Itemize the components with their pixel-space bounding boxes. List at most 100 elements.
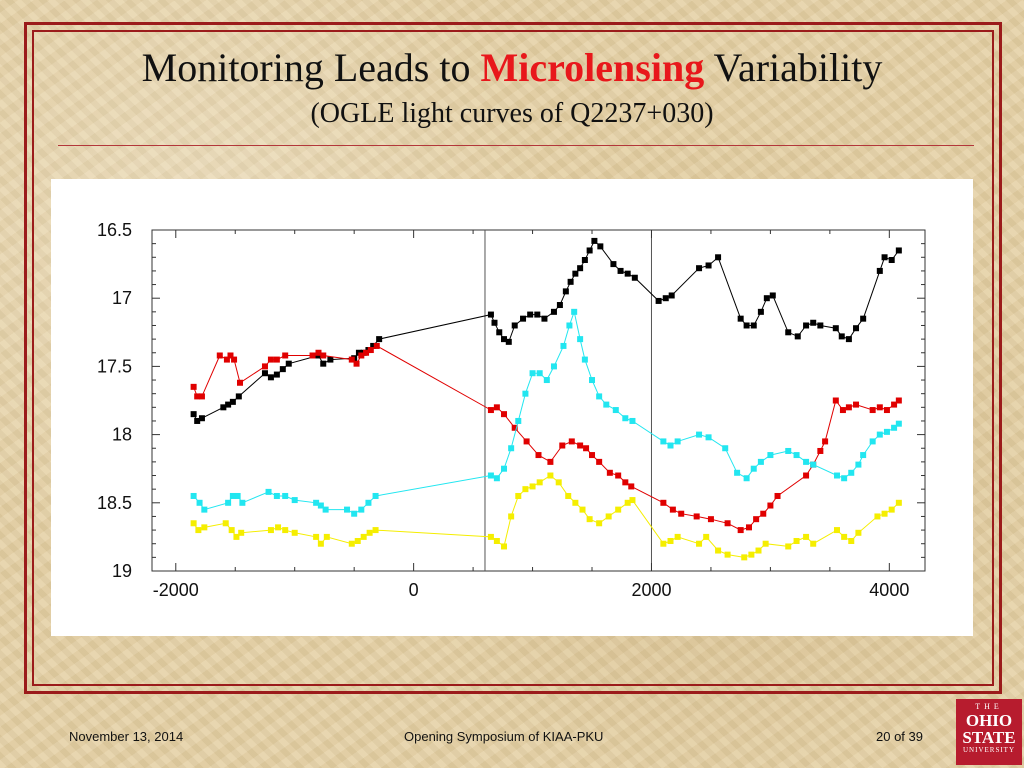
data-point-s0-30	[541, 315, 548, 322]
data-point-s3-34	[605, 513, 612, 520]
x-tick-label: 4000	[869, 580, 909, 600]
data-point-s2-51	[785, 447, 792, 454]
data-point-s2-34	[589, 377, 596, 384]
data-point-s3-41	[696, 540, 703, 547]
data-point-s1-3	[216, 352, 223, 359]
data-point-s2-6	[239, 499, 246, 506]
data-point-s0-29	[534, 311, 541, 318]
data-point-s2-12	[317, 502, 324, 509]
y-tick-label: 18.5	[97, 493, 132, 513]
data-point-s2-49	[757, 458, 764, 465]
data-point-s3-22	[508, 513, 515, 520]
data-point-s3-52	[810, 540, 817, 547]
data-point-s0-3	[220, 404, 227, 411]
data-point-s1-40	[678, 510, 685, 517]
data-point-s1-47	[760, 510, 767, 517]
data-point-s3-28	[555, 479, 562, 486]
data-point-s1-11	[282, 352, 289, 359]
data-point-s2-44	[705, 434, 712, 441]
data-point-s2-31	[571, 308, 578, 315]
series-line-3	[193, 474, 900, 558]
data-point-s1-62	[895, 397, 902, 404]
data-point-s2-47	[743, 475, 750, 482]
x-tick-label: -2000	[153, 580, 199, 600]
data-point-s0-40	[597, 243, 604, 250]
data-point-s2-26	[536, 370, 543, 377]
data-point-s1-29	[568, 438, 575, 445]
data-point-s3-11	[313, 533, 320, 540]
data-point-s0-38	[586, 247, 593, 254]
data-point-s1-31	[583, 445, 590, 452]
y-tick-label: 16.5	[97, 220, 132, 240]
data-point-s3-1	[195, 527, 202, 534]
data-point-s1-36	[622, 479, 629, 486]
data-point-s0-28	[527, 311, 534, 318]
slide-frame-outer	[24, 22, 1002, 694]
data-point-s2-57	[848, 469, 855, 476]
data-point-s1-35	[615, 472, 622, 479]
data-point-s0-13	[320, 360, 327, 367]
data-point-s1-59	[876, 404, 883, 411]
data-point-s3-12	[317, 540, 324, 547]
data-point-s2-33	[581, 356, 588, 363]
data-point-s3-9	[282, 527, 289, 534]
slide-subtitle: (OGLE light curves of Q2237+030)	[310, 98, 714, 129]
data-point-s0-59	[803, 322, 810, 329]
data-point-s2-40	[660, 438, 667, 445]
data-point-s3-17	[366, 529, 373, 536]
data-point-s0-2	[198, 415, 205, 422]
data-point-s3-37	[629, 497, 636, 504]
title-divider	[58, 145, 974, 146]
data-point-s0-62	[832, 325, 839, 332]
data-point-s2-61	[876, 431, 883, 438]
logo-line-university: UNIVERSITY	[963, 746, 1015, 754]
data-point-s2-45	[722, 445, 729, 452]
data-point-s0-0	[190, 411, 197, 418]
data-point-s2-1	[196, 499, 203, 506]
data-point-s0-42	[617, 267, 624, 274]
data-point-s0-23	[496, 329, 503, 336]
data-point-s2-43	[696, 431, 703, 438]
data-point-s1-10	[273, 356, 280, 363]
data-point-s1-52	[817, 447, 824, 454]
data-point-s1-0	[190, 383, 197, 390]
data-point-s3-14	[348, 540, 355, 547]
data-point-s3-8	[275, 524, 282, 531]
data-point-s2-5	[234, 492, 241, 499]
data-point-s0-36	[577, 265, 584, 272]
data-point-s2-10	[291, 497, 298, 504]
data-point-s3-50	[793, 537, 800, 544]
data-point-s2-3	[225, 499, 232, 506]
data-point-s3-24	[522, 486, 529, 493]
data-point-s3-30	[572, 499, 579, 506]
data-point-s2-56	[841, 475, 848, 482]
data-point-s1-30	[577, 442, 584, 449]
data-point-s3-46	[748, 551, 755, 558]
data-point-s3-20	[493, 537, 500, 544]
data-point-s3-3	[222, 520, 229, 527]
data-point-s0-70	[895, 247, 902, 254]
data-point-s0-44	[631, 274, 638, 281]
data-point-s2-62	[883, 428, 890, 435]
data-point-s2-24	[522, 390, 529, 397]
data-point-s0-14	[327, 356, 334, 363]
light-curve-chart: -2000 0 2000 4000 16.5 17 17.5 18 18.5 19	[97, 220, 926, 600]
data-point-s0-48	[696, 265, 703, 272]
plot-frame	[151, 229, 926, 572]
data-point-s3-57	[874, 513, 881, 520]
y-tick-label: 17.5	[97, 356, 132, 376]
data-point-s2-50	[767, 452, 774, 459]
data-point-s3-18	[372, 527, 379, 534]
data-point-s1-42	[707, 516, 714, 523]
data-point-s1-44	[737, 527, 744, 534]
data-point-s1-17	[358, 352, 365, 359]
data-point-s0-53	[750, 322, 757, 329]
data-point-s3-51	[803, 533, 810, 540]
data-point-s0-20	[376, 336, 383, 343]
data-point-s2-55	[833, 472, 840, 479]
data-point-s1-20	[373, 342, 380, 349]
series-line-2	[193, 309, 900, 515]
data-point-s2-54	[810, 461, 817, 468]
data-point-s0-8	[267, 374, 274, 381]
data-point-s0-22	[491, 319, 498, 326]
